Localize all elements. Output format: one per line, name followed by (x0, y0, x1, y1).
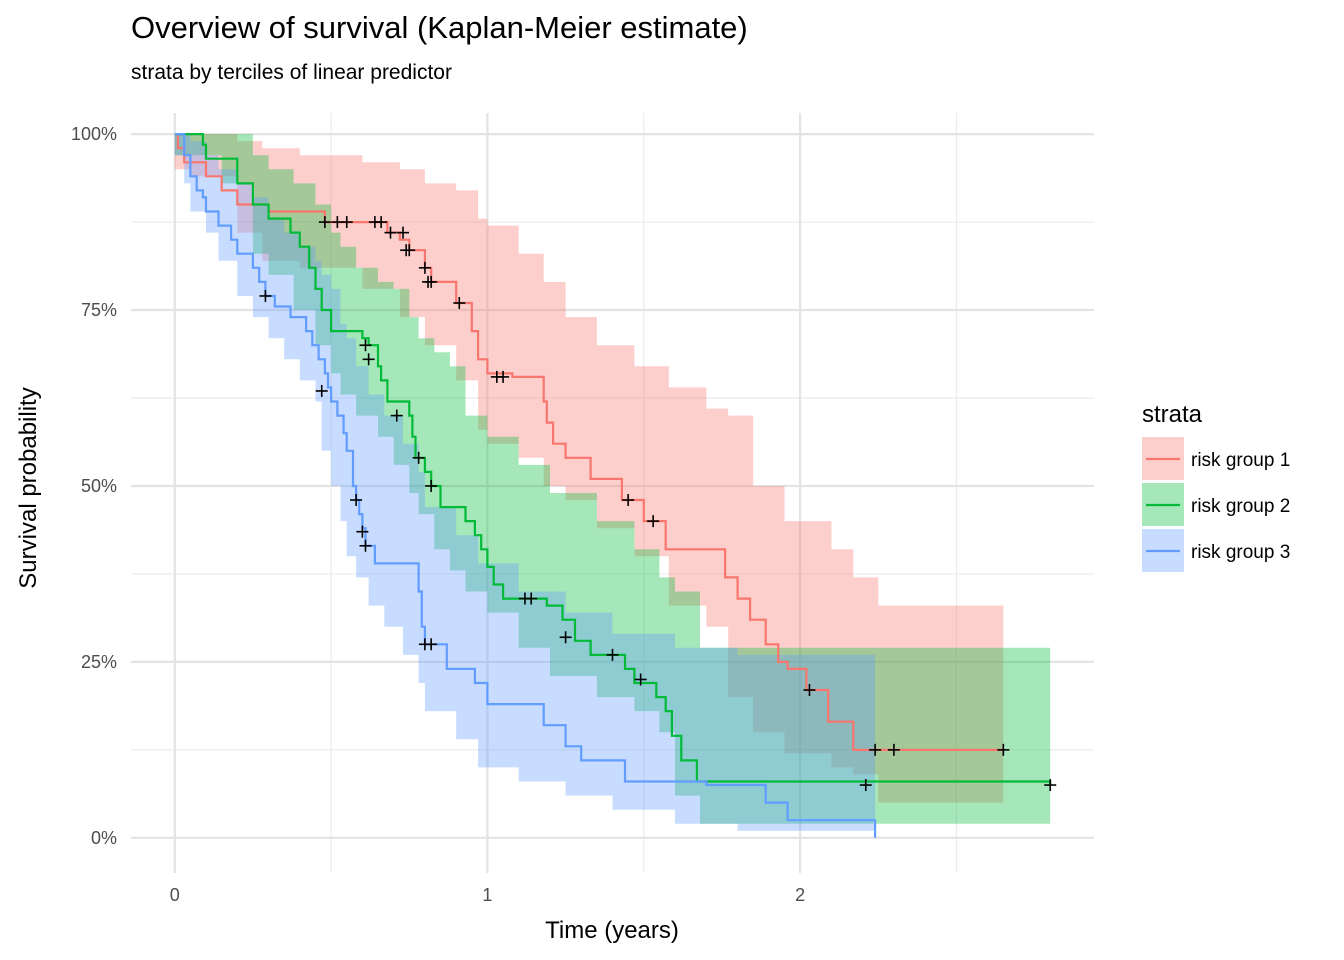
confidence-band-group-3 (174, 134, 876, 838)
censor-mark (350, 494, 363, 507)
censor-mark (359, 339, 372, 352)
censor-mark (412, 451, 425, 464)
legend: strata risk group 1 risk group 2 risk grou… (1142, 401, 1290, 572)
y-tick-label: 25% (81, 652, 117, 672)
censor-mark (375, 216, 388, 229)
legend-label: risk group 1 (1191, 450, 1290, 471)
censor-mark (390, 409, 403, 422)
x-tick-label: 2 (795, 885, 805, 905)
legend-title: strata (1142, 401, 1203, 428)
x-axis-ticks: 0 1 2 (170, 885, 805, 905)
survival-curve-group-2 (174, 133, 1052, 785)
censor-mark (859, 779, 872, 792)
censor-mark (425, 638, 438, 651)
censor-mark (397, 226, 410, 239)
y-tick-label: 75% (81, 300, 117, 320)
survival-curves (174, 133, 1052, 838)
censor-mark (869, 743, 882, 756)
survival-curve-group-3 (174, 133, 877, 838)
censor-mark (356, 525, 369, 538)
censor-mark (525, 592, 538, 605)
confidence-band-group-1 (174, 134, 1004, 803)
major-grid (131, 113, 1094, 873)
censor-mark (803, 684, 816, 697)
censor-mark (425, 275, 438, 288)
legend-item-group-3: risk group 3 (1142, 529, 1290, 572)
legend-label: risk group 3 (1191, 542, 1290, 563)
censor-mark (647, 515, 660, 528)
censor-mark (622, 494, 635, 507)
censor-marks (259, 216, 1057, 792)
censor-mark (497, 370, 510, 383)
y-axis-ticks: 0% 25% 50% 75% 100% (71, 124, 117, 848)
censor-mark (418, 261, 431, 274)
x-tick-label: 1 (482, 885, 492, 905)
y-tick-label: 0% (91, 828, 117, 848)
censor-mark (887, 743, 900, 756)
legend-item-group-1: risk group 1 (1142, 437, 1290, 480)
chart-title: Overview of survival (Kaplan-Meier estim… (131, 10, 748, 45)
censor-mark (259, 289, 272, 302)
censor-mark (362, 353, 375, 366)
censor-mark (425, 479, 438, 492)
censor-mark (384, 226, 397, 239)
y-tick-label: 100% (71, 124, 117, 144)
censor-mark (997, 743, 1010, 756)
censor-mark (453, 297, 466, 309)
censor-mark (606, 648, 619, 661)
censor-mark (340, 216, 353, 229)
censor-mark (1044, 779, 1057, 792)
x-tick-label: 0 (170, 885, 180, 905)
legend-item-group-2: risk group 2 (1142, 483, 1290, 526)
censor-mark (318, 216, 331, 229)
censor-mark (403, 244, 416, 257)
confidence-band-group-2 (174, 134, 1051, 824)
y-axis-label: Survival probability (15, 387, 42, 588)
legend-label: risk group 2 (1191, 496, 1290, 517)
confidence-bands (174, 134, 1051, 838)
censor-mark (359, 539, 372, 552)
x-axis-label: Time (years) (545, 917, 679, 944)
censor-mark (634, 673, 647, 686)
censor-mark (315, 384, 328, 397)
censor-mark (559, 631, 572, 644)
y-tick-label: 50% (81, 476, 117, 496)
chart-subtitle: strata by terciles of linear predictor (131, 61, 452, 84)
